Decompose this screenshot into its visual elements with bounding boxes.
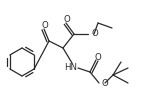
Text: HN: HN [64,63,78,72]
Text: O: O [95,53,101,62]
Text: O: O [91,29,98,38]
Text: O: O [102,79,109,89]
Text: O: O [42,21,48,29]
Text: O: O [64,14,70,24]
